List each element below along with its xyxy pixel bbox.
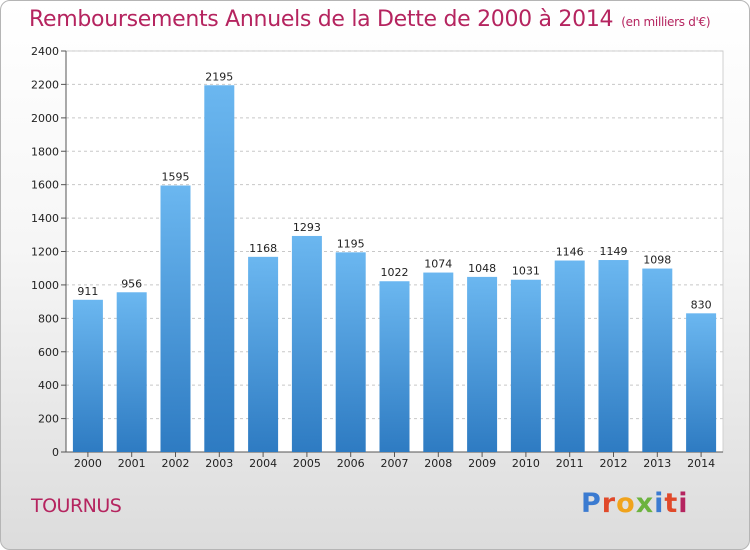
unit-note: (en milliers d'€) [621,15,711,29]
bar [423,272,454,452]
bar [598,260,629,452]
x-tick-label: 2013 [643,457,671,470]
x-tick-label: 2009 [468,457,496,470]
data-label: 1595 [162,171,190,184]
bar [686,313,717,452]
x-tick-label: 2000 [74,457,102,470]
bar [554,260,585,452]
x-tick-label: 2012 [600,457,628,470]
x-tick-label: 2008 [424,457,452,470]
x-tick-label: 2002 [162,457,190,470]
x-tick-label: 2004 [249,457,277,470]
data-label: 1149 [600,245,628,258]
y-tick-label: 1800 [31,145,59,158]
y-tick-label: 1400 [31,212,59,225]
x-tick-label: 2006 [337,457,365,470]
logo-letter: t [664,488,679,519]
x-tick-label: 2014 [687,457,715,470]
bar [204,85,235,453]
x-tick-label: 2007 [381,457,409,470]
data-label: 1146 [556,246,584,259]
proxiti-logo: Proxiti [581,488,689,519]
bar [467,276,498,452]
y-tick-label: 0 [52,446,59,459]
title-text: Remboursements Annuels de la Dette de 20… [29,7,614,32]
bar [291,235,322,452]
data-label: 1022 [381,266,409,279]
data-label: 1293 [293,221,321,234]
data-label: 911 [77,285,98,298]
y-tick-label: 1000 [31,279,59,292]
data-label: 1168 [249,242,277,255]
bar [248,256,279,452]
y-tick-label: 200 [38,413,59,426]
bar [510,279,541,452]
y-tick-label: 1600 [31,179,59,192]
y-tick-label: 1200 [31,246,59,259]
bar [335,252,366,452]
logo-letter: i [678,488,689,519]
data-label: 956 [121,277,142,290]
y-tick-label: 600 [38,346,59,359]
logo-letter: i [654,488,665,519]
logo-letter: P [581,488,602,519]
data-label: 1195 [337,237,365,250]
y-tick-label: 800 [38,312,59,325]
data-label: 2195 [205,70,233,83]
logo-letter: o [616,488,636,519]
x-tick-label: 2005 [293,457,321,470]
chart-title: Remboursements Annuels de la Dette de 20… [29,7,711,32]
y-tick-label: 2000 [31,112,59,125]
data-label: 830 [691,298,712,311]
bar [72,299,103,452]
bar [160,185,191,453]
data-label: 1098 [643,254,671,267]
y-tick-label: 2200 [31,78,59,91]
x-tick-label: 2011 [556,457,584,470]
logo-letter: r [601,488,617,519]
bar [116,292,147,452]
x-tick-label: 2003 [205,457,233,470]
x-tick-label: 2010 [512,457,540,470]
y-tick-label: 400 [38,379,59,392]
bar [642,268,673,452]
y-tick-label: 2400 [31,45,59,58]
x-tick-label: 2001 [118,457,146,470]
data-label: 1031 [512,265,540,278]
bar [379,281,410,452]
data-label: 1074 [424,258,452,271]
city-name: TOURNUS [31,495,122,517]
data-label: 1048 [468,262,496,275]
logo-letter: x [635,488,655,519]
